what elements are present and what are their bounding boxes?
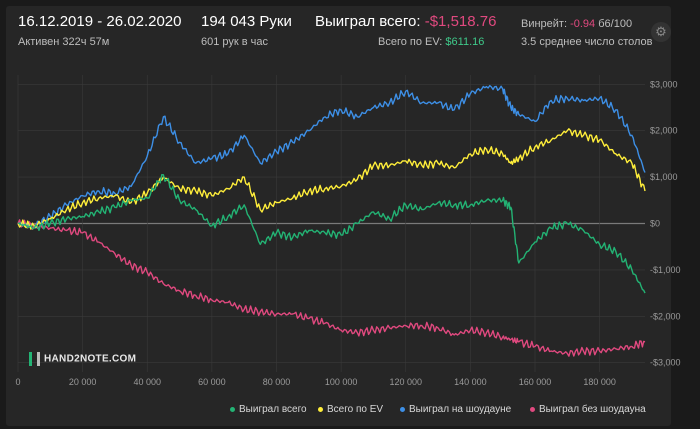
watermark: HAND2NOTE.COM <box>29 352 136 366</box>
series-line-won_total <box>17 173 646 294</box>
x-tick-label: 100 000 <box>325 377 358 387</box>
y-axis: $3,000 $2,000 $1,000 $0 -$1,000 -$2,000 -$3,00… <box>650 79 681 367</box>
chart-grid <box>17 75 645 372</box>
legend-label: Выиграл без шоудауна <box>539 404 646 415</box>
ev-total-label: Всего по EV: <box>378 36 443 48</box>
active-time: Активен 322ч 57м <box>18 36 110 48</box>
y-tick-label: $1,000 <box>650 172 678 182</box>
x-tick-label: 80 000 <box>263 377 291 387</box>
won-total-value: -$1,518.76 <box>424 13 497 30</box>
date-range: 16.12.2019 - 26.02.2020 <box>18 13 182 30</box>
ev-total-value: $611.16 <box>445 36 485 48</box>
series-line-showdown <box>17 84 646 229</box>
watermark-text: HAND2NOTE.COM <box>44 353 137 365</box>
y-tick-label: $3,000 <box>650 79 678 89</box>
winrate-label: Винрейт: <box>521 18 568 30</box>
chart-series <box>17 84 646 357</box>
x-tick-label: 180 000 <box>583 377 616 387</box>
legend-label: Выиграл на шоудауне <box>409 404 512 415</box>
legend-item[interactable]: Выиграл без шоудауна <box>530 404 646 415</box>
x-tick-label: 40 000 <box>133 377 161 387</box>
ev-total: Всего по EV: $611.16 <box>378 36 484 48</box>
legend-item[interactable]: Выиграл на шоудауне <box>400 404 511 415</box>
avg-tables: 3.5 среднее число столов <box>521 36 653 48</box>
y-tick-label: -$1,000 <box>650 265 681 275</box>
legend-item[interactable]: Выиграл всего <box>230 404 307 415</box>
hands-per-hour: 601 рук в час <box>201 36 269 48</box>
legend-dot-icon <box>530 406 535 412</box>
winrate-value: -0.94 <box>570 18 596 30</box>
won-total-label: Выиграл всего: <box>315 13 421 30</box>
y-tick-label: $2,000 <box>650 126 678 136</box>
logo-icon <box>29 352 40 366</box>
stats-panel <box>6 6 671 426</box>
legend-label: Выиграл всего <box>239 404 307 415</box>
gear-icon[interactable]: ⚙ <box>651 22 671 42</box>
y-tick-label: -$2,000 <box>650 311 681 321</box>
x-tick-label: 140 000 <box>454 377 487 387</box>
y-tick-label: $0 <box>650 219 660 229</box>
x-tick-label: 0 <box>15 377 20 387</box>
series-line-non_showdown <box>17 219 646 357</box>
winrate: Винрейт: -0.94 б6/100 <box>521 18 632 30</box>
x-tick-label: 60 000 <box>198 377 226 387</box>
legend-dot-icon <box>318 406 323 412</box>
series-line-ev <box>17 128 646 230</box>
x-tick-label: 160 000 <box>519 377 552 387</box>
hands-count: 194 043 Руки <box>201 13 292 30</box>
legend-dot-icon <box>230 406 235 412</box>
legend-dot-icon <box>400 406 405 412</box>
won-total: Выиграл всего: -$1,518.76 <box>315 13 496 30</box>
legend-item[interactable]: Всего по EV <box>318 404 383 415</box>
winrate-suffix: б6/100 <box>598 18 633 30</box>
y-tick-label: -$3,000 <box>650 358 681 368</box>
x-tick-label: 20 000 <box>69 377 97 387</box>
x-tick-label: 120 000 <box>389 377 422 387</box>
legend-label: Всего по EV <box>327 404 384 415</box>
x-axis: 0 20 000 40 000 60 000 80 000 100 000 120 000 1… <box>15 377 615 387</box>
